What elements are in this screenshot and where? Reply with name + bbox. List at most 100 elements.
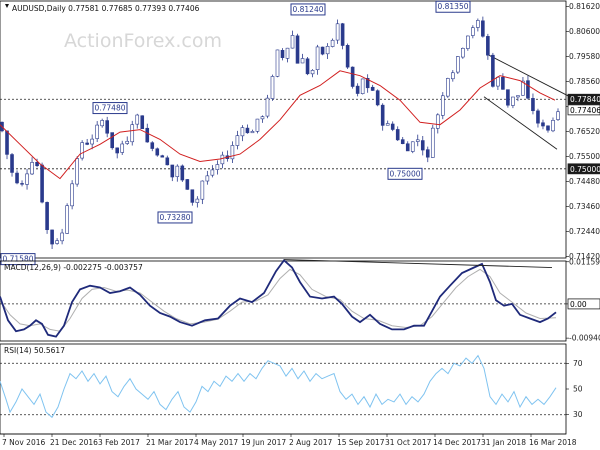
price-candle [491, 52, 495, 88]
channel-upper-line [486, 53, 571, 98]
x-axis: 7 Nov 2016 21 Dec 2016 3 Feb 2017 21 Mar 20… [0, 433, 577, 447]
price-candle [115, 147, 120, 159]
price-y-tick-label: 0.76520 [569, 127, 600, 136]
price-candle [541, 119, 545, 130]
price-candle [70, 180, 74, 210]
price-candle [45, 201, 49, 234]
macd-y-tick-label: 0.01159 [569, 257, 600, 266]
price-candle [105, 116, 109, 138]
price-tag-label: 0.00 [570, 300, 587, 309]
price-candle [65, 203, 69, 234]
price-candle [120, 140, 125, 155]
price-y-tick-label: 0.80600 [569, 27, 600, 36]
price-candle [275, 49, 280, 78]
x-tick-label: 21 Mar 2017 [146, 438, 194, 447]
price-candle [395, 126, 400, 142]
x-tick-label: 31 Oct 2017 [385, 438, 432, 447]
price-candle [295, 33, 300, 64]
price-annotation: 0.77480 [92, 102, 128, 115]
price-annotation: 0.81350 [435, 0, 471, 13]
rsi-y-tick-label: 50 [573, 385, 583, 394]
price-candle [285, 47, 290, 63]
macd-panel: 0.01159 -0.009408 0.00 MACD(12,26,9) -0.0… [0, 257, 600, 343]
price-candle [260, 115, 265, 123]
price-candle [546, 125, 550, 133]
price-candle [140, 115, 145, 130]
price-candle [476, 18, 480, 32]
price-candle [330, 38, 335, 48]
watermark-text: ActionForex.com [64, 30, 222, 52]
price-candle [80, 140, 84, 161]
rsi-y-tick-label: 70 [573, 359, 583, 368]
price-candle [215, 160, 220, 175]
price-tag: 0.77840 [567, 93, 600, 105]
price-candle [15, 170, 19, 185]
price-candle [340, 22, 345, 50]
x-tick-label: 4 May 2017 [194, 438, 238, 447]
price-annotation: 0.71580 [0, 253, 36, 266]
rsi-y-axis: 70 50 30 [566, 359, 583, 419]
price-candle [75, 156, 79, 187]
price-candle [335, 19, 340, 44]
price-candle [135, 113, 140, 129]
price-annotation: 0.73280 [157, 211, 193, 224]
x-tick-label: 31 Jan 2018 [481, 438, 526, 447]
price-candle [125, 136, 130, 145]
price-annotation-label: 0.75000 [389, 169, 420, 178]
price-tag: 0.75000 [567, 163, 600, 175]
price-candle [415, 134, 420, 147]
price-candle [30, 157, 34, 175]
price-annotation-label: 0.71580 [2, 255, 33, 264]
macd-signal-line [0, 268, 557, 332]
price-candle [430, 124, 435, 158]
price-candle [531, 93, 535, 115]
price-candle [250, 129, 255, 134]
price-y-tick-label: 0.71420 [569, 252, 600, 261]
price-tag-label: 0.77840 [570, 95, 600, 104]
price-candle [315, 44, 320, 75]
price-annotation-label: 0.81240 [292, 5, 323, 14]
price-candle [355, 83, 360, 97]
price-tag-label: 0.75000 [570, 165, 600, 174]
price-tag-label: 0.77406 [570, 106, 600, 115]
price-candle [440, 92, 445, 120]
price-candle [95, 121, 99, 143]
x-tick-label: 21 Dec 2016 [50, 438, 98, 447]
price-candle [536, 108, 540, 128]
price-annotations: 0.71580 0.77480 0.73280 0.81240 0.81350 0.750… [0, 0, 471, 266]
price-candle [380, 103, 385, 131]
price-candle [195, 196, 200, 208]
macd-tags: 0.00 [567, 298, 600, 310]
price-candle [220, 151, 225, 169]
price-candle [375, 89, 380, 107]
price-tag: 0.00 [567, 298, 600, 310]
price-candle [451, 70, 455, 82]
price-candle [461, 47, 465, 59]
price-candle [55, 238, 59, 245]
price-candle [526, 75, 530, 100]
channel-lower-line [483, 96, 558, 150]
price-candle [50, 229, 54, 250]
price-candle [245, 124, 250, 134]
rsi-title: RSI(14) 50.5617 [4, 346, 65, 355]
price-candle [410, 141, 415, 154]
price-candle [205, 170, 210, 185]
dropdown-arrow-icon[interactable] [5, 4, 9, 8]
price-candle [90, 134, 94, 150]
price-candle [35, 158, 39, 168]
price-candle [486, 33, 490, 60]
price-candle [551, 117, 555, 133]
price-candle [425, 146, 430, 163]
price-candle [160, 154, 165, 158]
macd-title: MACD(12,26,9) -0.002275 -0.003757 [4, 263, 143, 272]
price-candle [390, 121, 395, 132]
price-candle [150, 141, 155, 152]
price-candle [370, 84, 375, 91]
price-candle [85, 138, 89, 146]
price-annotation-label: 0.77480 [94, 104, 125, 113]
price-candle [270, 74, 275, 101]
price-candle [20, 180, 24, 187]
price-candle [180, 164, 185, 182]
